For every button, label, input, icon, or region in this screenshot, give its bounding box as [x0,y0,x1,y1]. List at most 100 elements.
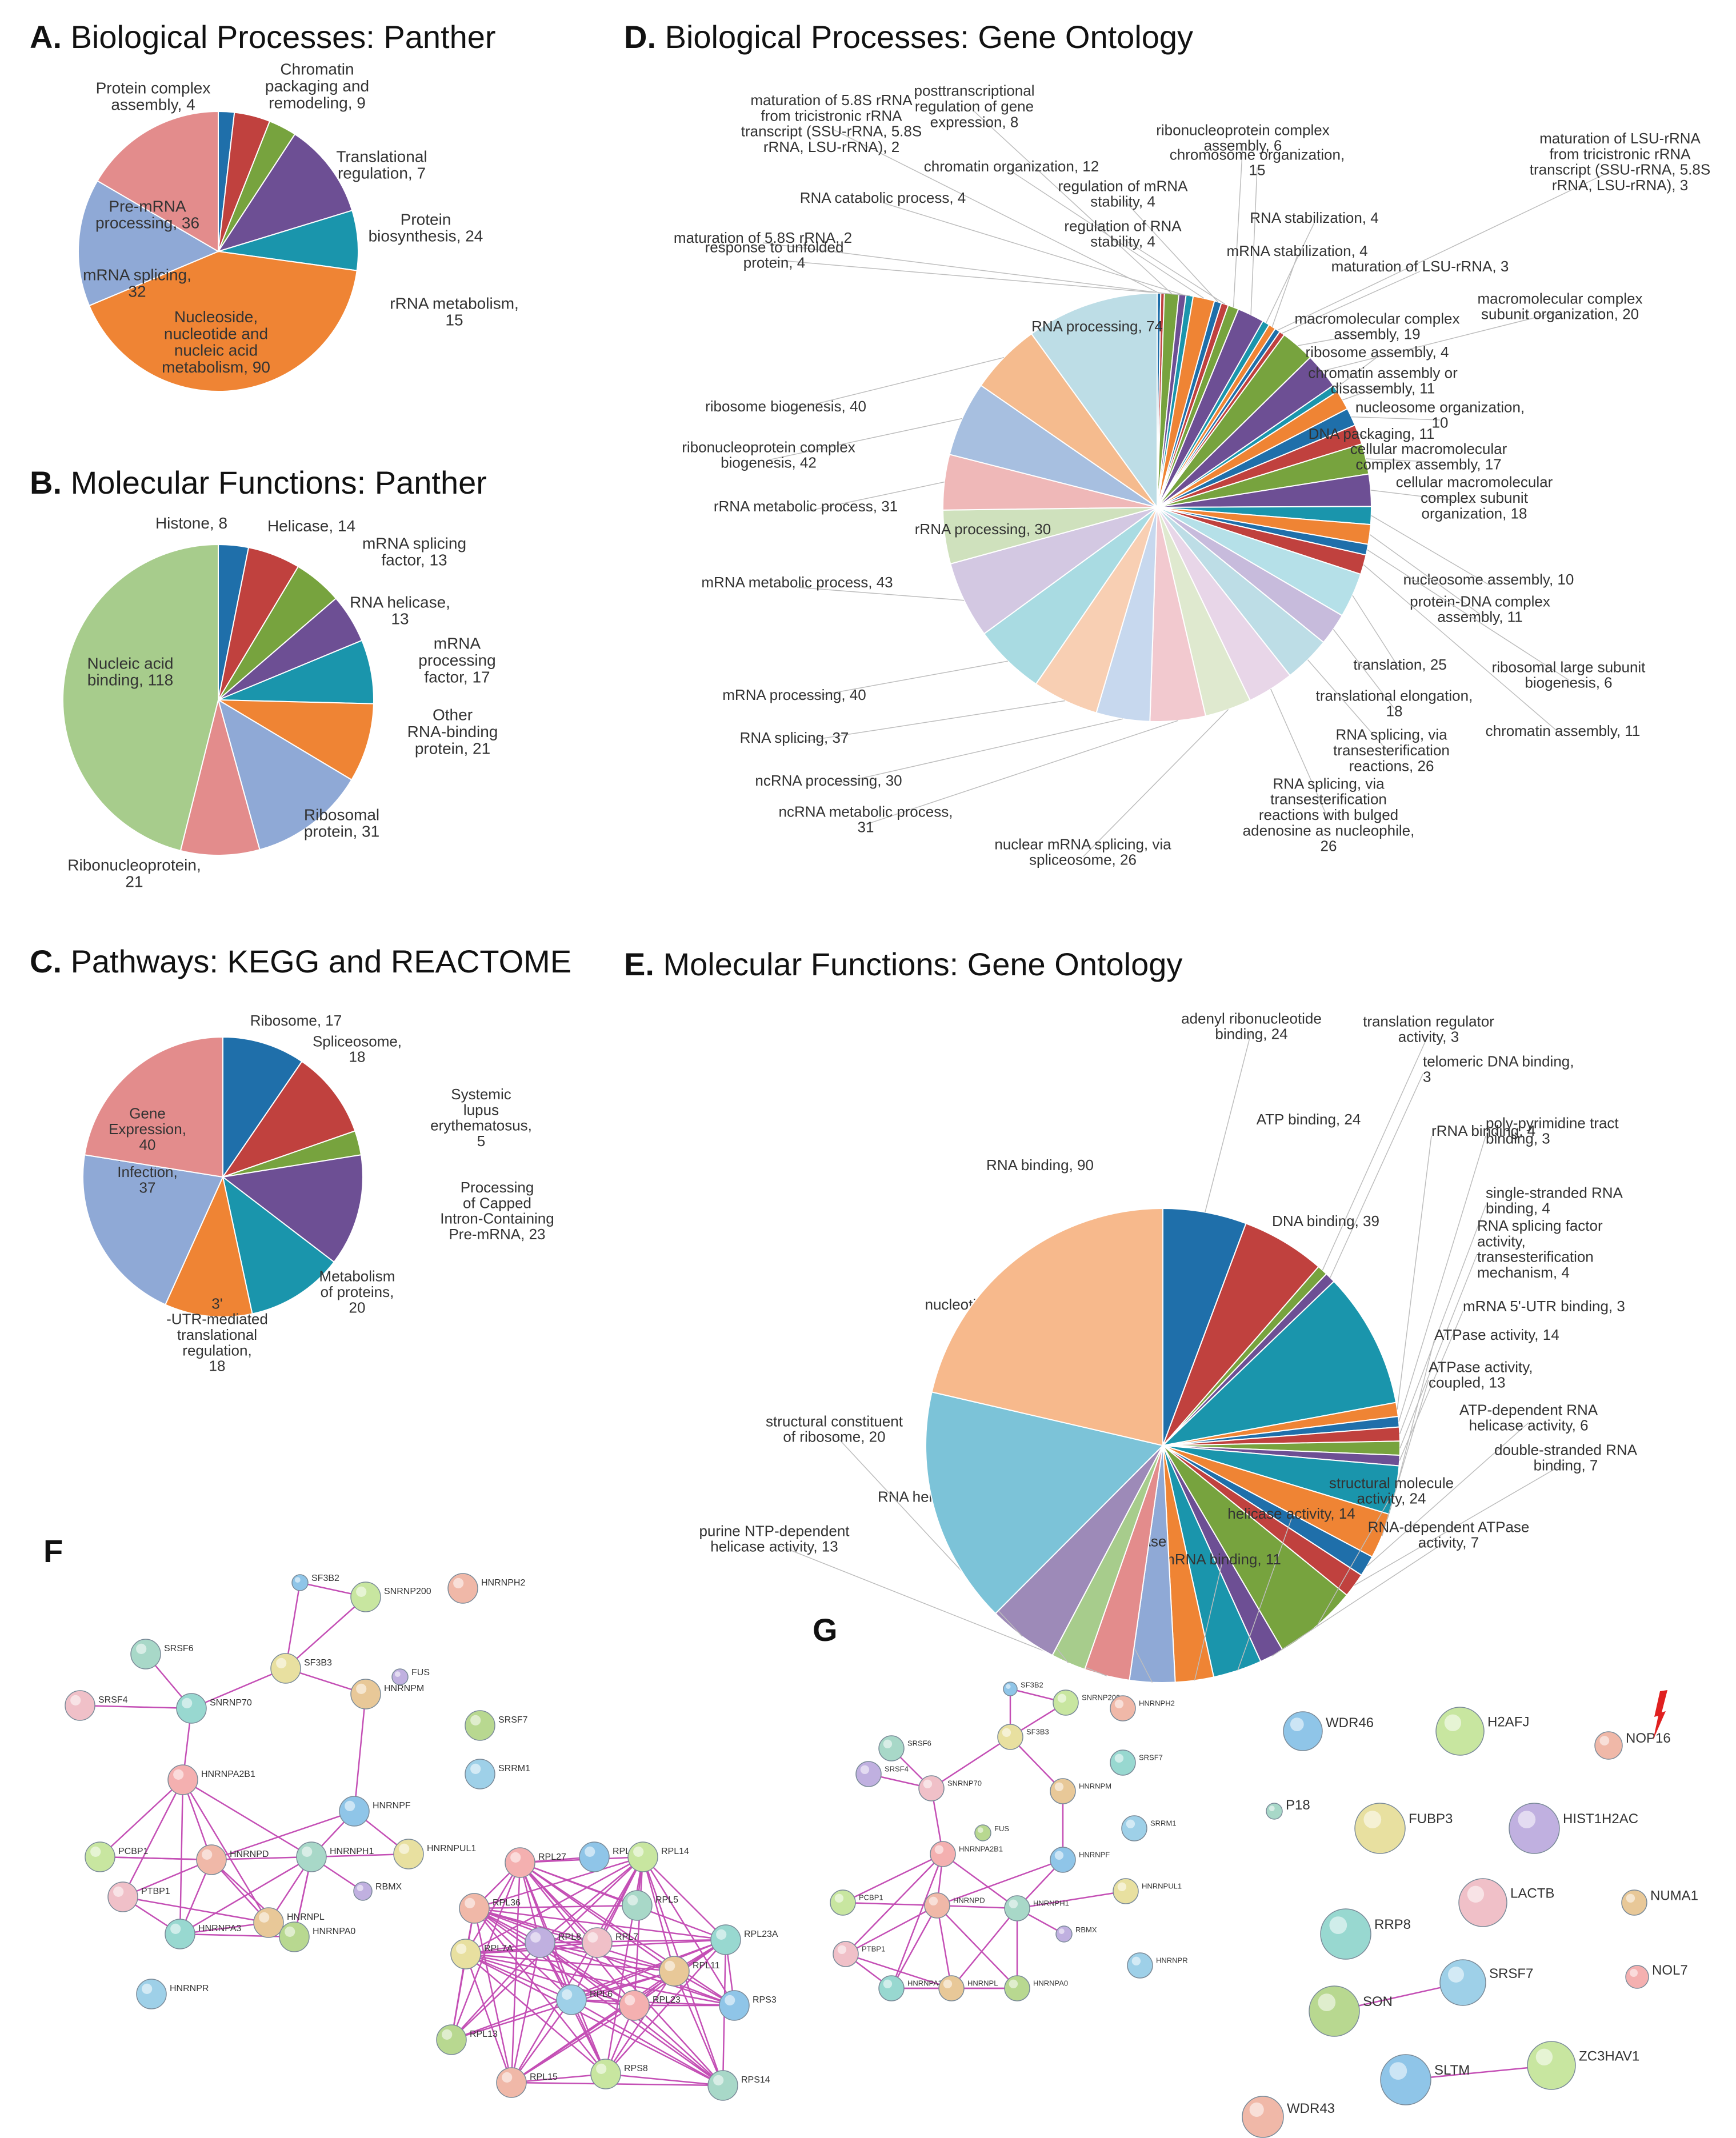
node-rpl6[interactable]: RPL6 [556,1984,613,2015]
node-rpl23a[interactable]: RPL23A [710,1924,778,1955]
node-hnrnph1[interactable]: HNRNPH1 [296,1841,374,1872]
node-snrnp70[interactable]: SNRNP70 [918,1775,982,1801]
pie-d-label-maturation-of-5-8s-rrna-from-tricistronic-rrna-t: maturation of 5.8S rRNA from tricistronic… [741,91,922,155]
node-label-rpl27: RPL27 [538,1852,566,1862]
node-hnrnpa0[interactable]: HNRNPA0 [1004,1975,1068,2001]
node-srsf6[interactable]: SRSF6 [130,1639,194,1669]
node-hnrnpl[interactable]: HNRNPL [938,1975,998,2001]
node-p18[interactable]: P18 [1266,1797,1310,1820]
edge-rpl36-rps8 [474,1908,606,2075]
node-srrm1[interactable]: SRRM1 [1121,1815,1177,1841]
node-srsf7[interactable]: SRSF7 [1439,1959,1533,2006]
node-rpl15[interactable]: RPL15 [496,2067,558,2098]
edge-rpl23-rpl15 [511,2004,635,2084]
node-hnrnph1[interactable]: HNRNPH1 [1004,1895,1069,1921]
node-hnrnph2[interactable]: HNRNPH2 [447,1573,525,1604]
node-snrnp200[interactable]: SNRNP200 [350,1582,431,1612]
node-rpl11[interactable]: RPL11 [659,1956,720,1987]
pie-e-leader-atpase-activity-coupled-13 [1381,1379,1429,1536]
node-sltm[interactable]: SLTM [1380,2054,1470,2105]
edge-rpl27-rps3 [519,1861,735,2007]
node-hnrnpd[interactable]: HNRNPD [196,1844,269,1875]
node-hnrnpul1[interactable]: HNRNPUL1 [393,1839,476,1869]
node-ptbp1[interactable]: PTBP1 [107,1881,170,1912]
node-nol7[interactable]: NOL7 [1625,1963,1688,1989]
node-hnrnpa3[interactable]: HNRNPA3 [878,1975,942,2001]
edge-hnrnpd-hnrnpf [937,1859,1063,1907]
node-wdr43[interactable]: WDR43 [1242,2096,1335,2138]
node-rpl27[interactable]: RPL27 [505,1847,566,1878]
node-srsf7[interactable]: SRSF7 [1110,1749,1163,1776]
node-rpl36[interactable]: RPL36 [459,1893,521,1924]
node-rps14[interactable]: RPS14 [707,2070,770,2101]
node-h2afj[interactable]: H2AFJ [1435,1707,1529,1756]
pie-e: adenyl ribonucleotide binding, 24 ATP bind… [699,1010,1638,1683]
node-rpl8[interactable]: RPL8 [525,1927,581,1958]
edge-rpl36-rpl15 [473,1908,513,2083]
node-rpl13[interactable]: RPL13 [436,2024,498,2055]
node-srrm1[interactable]: SRRM1 [465,1759,530,1789]
node-nop16[interactable]: NOP16 [1594,1731,1671,1760]
node-rpl14[interactable]: RPL14 [627,1841,689,1872]
node-rps3[interactable]: RPS3 [719,1990,777,2021]
node-hnrnpd[interactable]: HNRNPD [924,1892,985,1919]
node-hnrnpm[interactable]: HNRNPM [1050,1778,1111,1804]
node-srsf4[interactable]: SRSF4 [65,1690,128,1721]
node-rpl23[interactable]: RPL23 [619,1990,681,2021]
node-hist1h2ac[interactable]: HIST1H2AC [1509,1803,1638,1854]
node-srsf7[interactable]: SRSF7 [465,1710,528,1741]
node-rpl5[interactable]: RPL5 [622,1890,678,1921]
node-hnrnpr[interactable]: HNRNPR [1127,1952,1188,1979]
node-sf3b3[interactable]: SF3B3 [997,1724,1049,1750]
node-hnrnpa0[interactable]: HNRNPA0 [279,1921,355,1952]
node-wdr46[interactable]: WDR46 [1283,1711,1374,1751]
node-pcbp1[interactable]: PCBP1 [830,1889,883,1916]
node-snrnp200[interactable]: SNRNP200 [1053,1689,1120,1716]
node-label-srsf7: SRSF7 [1139,1753,1163,1762]
node-rrp8[interactable]: RRP8 [1320,1908,1411,1960]
node-rbmx[interactable]: RBMX [353,1881,402,1901]
node-sf3b2[interactable]: SF3B2 [291,1574,339,1591]
node-srsf4[interactable]: SRSF4 [855,1761,909,1787]
node-fus[interactable]: FUS [391,1668,430,1685]
node-label-hnrnpr: HNRNPR [1156,1956,1188,1965]
node-hnrnpl[interactable]: HNRNPL [253,1907,325,1938]
node-hnrnpf[interactable]: HNRNPF [1050,1847,1110,1873]
node-rbmx[interactable]: RBMX [1055,1925,1097,1943]
node-pcbp1[interactable]: PCBP1 [85,1841,149,1872]
node-label-rpl7: RPL7 [615,1932,638,1942]
node-snrnp70[interactable]: SNRNP70 [176,1693,252,1724]
node-hnrnph2[interactable]: HNRNPH2 [1110,1695,1175,1721]
node-label-rpl8: RPL8 [558,1932,581,1942]
node-fubp3[interactable]: FUBP3 [1354,1803,1453,1854]
edge-rpl23-rps14 [634,2005,723,2086]
node-hnrnpul1[interactable]: HNRNPUL1 [1113,1878,1182,1904]
pie-d-leader-protein-dna-complex-assembly-11 [1369,534,1481,615]
node-sf3b3[interactable]: SF3B3 [270,1653,332,1684]
node-lactb[interactable]: LACTB [1458,1878,1554,1927]
node-fus[interactable]: FUS [974,1824,1009,1841]
node-hnrnpa3[interactable]: HNRNPA3 [165,1919,241,1949]
node-srsf6[interactable]: SRSF6 [878,1735,931,1761]
node-rpl7[interactable]: RPL7 [582,1927,638,1958]
node-rpl7a[interactable]: RPL7A [450,1939,513,1969]
node-ptbp1[interactable]: PTBP1 [833,1941,885,1967]
node-numa1[interactable]: NUMA1 [1621,1888,1698,1916]
node-hnrnpm[interactable]: HNRNPM [350,1679,424,1709]
pie-d-label-rna-stabilization-4: RNA stabilization, 4 [1250,209,1378,226]
node-hnrnpa2b1[interactable]: HNRNPA2B1 [930,1841,1003,1867]
node-hnrnpa2b1[interactable]: HNRNPA2B1 [167,1764,255,1795]
node-sf3b2[interactable]: SF3B2 [1003,1681,1043,1696]
pie-c-slice-processing-of-capped-intron-containing-pre-mrna- [221,1154,363,1263]
node-hnrnpf[interactable]: HNRNPF [339,1796,411,1827]
pie-c-label-gene-expression-40: Gene Expression, 40 [109,1105,186,1154]
pie-d-leader-mrna-metabolic-process-43 [797,587,965,601]
node-label-rpl36: RPL36 [493,1898,521,1908]
panel-b-title-text: Molecular Functions: Panther [70,465,487,501]
node-hnrnpr[interactable]: HNRNPR [136,1979,209,2009]
node-rps8[interactable]: RPS8 [590,2059,648,2089]
node-label-rpl6: RPL6 [590,1989,613,1999]
node-zc3hav1[interactable]: ZC3HAV1 [1527,2041,1639,2090]
edge-rpl6-rps3 [571,1999,735,2007]
node-son[interactable]: SON [1309,1985,1393,2037]
